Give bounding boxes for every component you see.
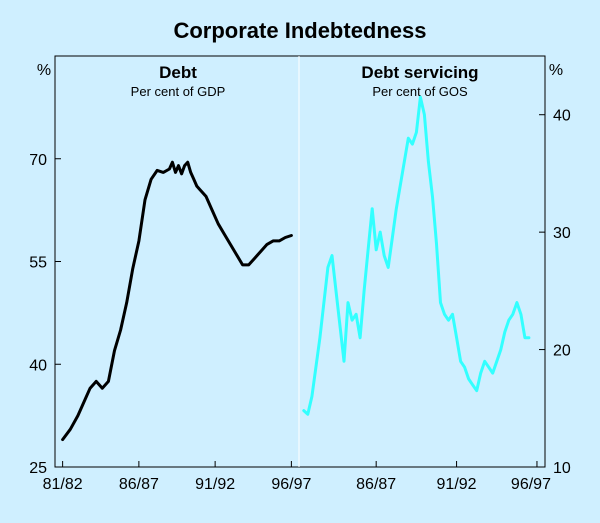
right-panel-subtitle: Per cent of GOS <box>372 84 468 99</box>
x-tick-label: 91/92 <box>195 476 235 493</box>
right-panel-title: Debt servicing <box>361 63 478 82</box>
left-ytick-label: 40 <box>29 357 47 374</box>
left-unit-label: % <box>37 62 51 79</box>
right-unit-label: % <box>549 62 563 79</box>
right-ytick-label: 40 <box>553 108 571 125</box>
left-series-line-0 <box>61 160 293 442</box>
x-tick-label: 86/87 <box>119 476 159 493</box>
x-tick-label: 96/97 <box>271 476 311 493</box>
left-panel-subtitle: Per cent of GDP <box>131 84 226 99</box>
left-ytick-label: 55 <box>29 255 47 272</box>
x-tick-label: 91/92 <box>437 476 477 493</box>
right-ytick-label: 10 <box>553 460 571 477</box>
x-tick-label: 81/82 <box>43 476 83 493</box>
chart-title: Corporate Indebtedness <box>173 18 426 43</box>
right-ytick-label: 30 <box>553 225 571 242</box>
right-ytick-label: 20 <box>553 343 571 360</box>
x-tick-label: 96/97 <box>511 476 551 493</box>
left-panel-title: Debt <box>159 63 197 82</box>
x-tick-label: 86/87 <box>356 476 396 493</box>
left-ytick-label: 70 <box>29 152 47 169</box>
chart-marks: 25 40 55 70 10 20 30 40 81/82 86/87 91/92 96/97 86/8… <box>29 95 571 493</box>
right-series-line-0 <box>302 95 531 416</box>
left-ytick-label: 25 <box>29 460 47 477</box>
